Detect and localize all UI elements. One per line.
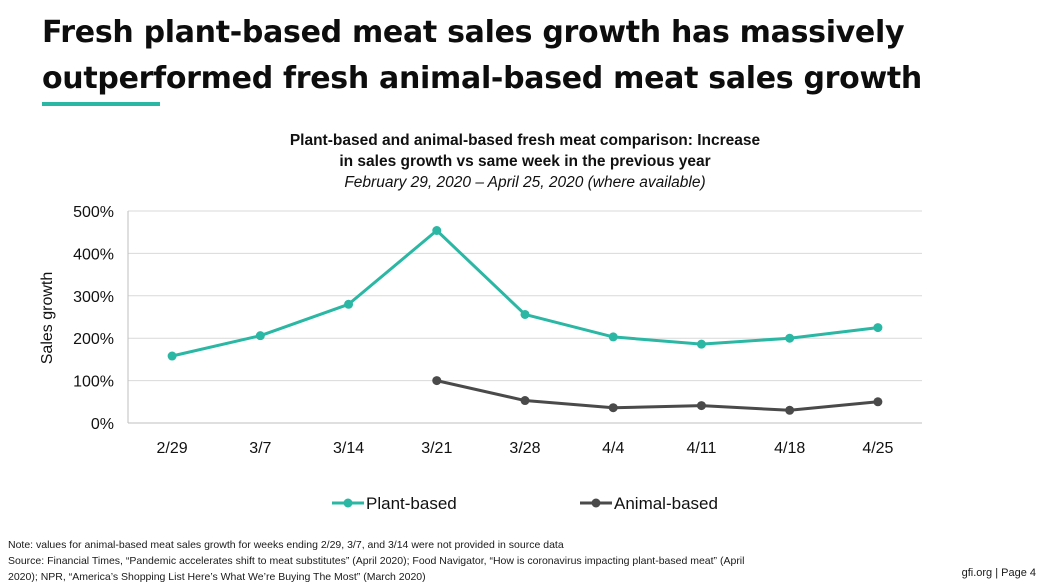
plant-based-legend-marker xyxy=(343,498,353,508)
x-tick-label: 4/4 xyxy=(602,440,624,457)
y-tick-label: 200% xyxy=(73,331,114,348)
footnote-line: Note: values for animal-based meat sales… xyxy=(8,539,564,551)
page-title-line-1: Fresh plant-based meat sales growth has … xyxy=(42,15,905,50)
animal-based-data-point xyxy=(785,405,795,415)
x-tick-label: 3/28 xyxy=(509,440,540,457)
animal-based-legend-label: Animal-based xyxy=(614,494,718,513)
footnotes: Note: values for animal-based meat sales… xyxy=(8,537,888,585)
y-tick-label: 400% xyxy=(73,246,114,263)
plant-based-data-point xyxy=(785,333,795,343)
title-accent-bar xyxy=(42,102,160,106)
chart-title: Plant-based and animal-based fresh meat … xyxy=(180,130,870,193)
plant-based-data-point xyxy=(608,332,618,342)
plant-based-data-point xyxy=(255,331,265,341)
x-tick-label: 3/7 xyxy=(249,440,271,457)
animal-based-data-point xyxy=(608,403,618,413)
x-tick-label: 3/14 xyxy=(333,440,364,457)
plant-based-data-point xyxy=(432,226,442,236)
y-tick-label: 100% xyxy=(73,374,114,391)
animal-based-series-line xyxy=(435,379,880,412)
page-number: gfi.org | Page 4 xyxy=(961,567,1036,579)
plant-based-data-point xyxy=(167,351,177,361)
x-tick-label: 3/21 xyxy=(421,440,452,457)
y-tick-label: 300% xyxy=(73,289,114,306)
x-tick-label: 4/18 xyxy=(774,440,805,457)
plant-based-data-point xyxy=(344,299,354,309)
animal-based-data-point xyxy=(873,397,883,407)
animal-based-legend-marker xyxy=(591,498,601,508)
y-axis-label: Sales growth xyxy=(39,272,56,365)
plant-based-data-point xyxy=(873,323,883,333)
plant-based-data-point xyxy=(520,309,530,319)
y-tick-label: 500% xyxy=(73,204,114,221)
x-tick-label: 2/29 xyxy=(157,440,188,457)
chart-legend: Plant-based Animal-based xyxy=(332,494,718,513)
animal-based-data-point xyxy=(696,401,706,411)
chart-title-line-2: in sales growth vs same week in the prev… xyxy=(339,153,711,170)
chart-title-line-1: Plant-based and animal-based fresh meat … xyxy=(289,132,761,149)
page-title: Fresh plant-based meat sales growth has … xyxy=(42,10,1022,102)
animal-based-data-point xyxy=(432,376,442,386)
data-series xyxy=(167,226,883,415)
footnote-line: Source: Financial Times, “Pandemic accel… xyxy=(8,555,745,567)
grid-lines xyxy=(128,210,922,382)
y-tick-label: 0% xyxy=(91,416,114,433)
plant-based-data-point xyxy=(696,339,706,349)
axes: 0% 100% 200% 300% 400% 500% 2/29 3/7 3/14 3/21 3/2… xyxy=(73,204,922,457)
x-tick-label: 4/11 xyxy=(686,440,716,457)
footnote-line: 2020); NPR, “America’s Shopping List Her… xyxy=(8,571,426,583)
chart-subtitle: February 29, 2020 – April 25, 2020 (wher… xyxy=(344,174,706,191)
animal-based-data-point xyxy=(520,396,530,406)
page-title-line-2: outperformed fresh animal-based meat sal… xyxy=(42,61,922,96)
plant-based-legend-label: Plant-based xyxy=(366,494,457,513)
plant-based-series-line xyxy=(170,229,880,358)
x-tick-label: 4/25 xyxy=(862,440,893,457)
